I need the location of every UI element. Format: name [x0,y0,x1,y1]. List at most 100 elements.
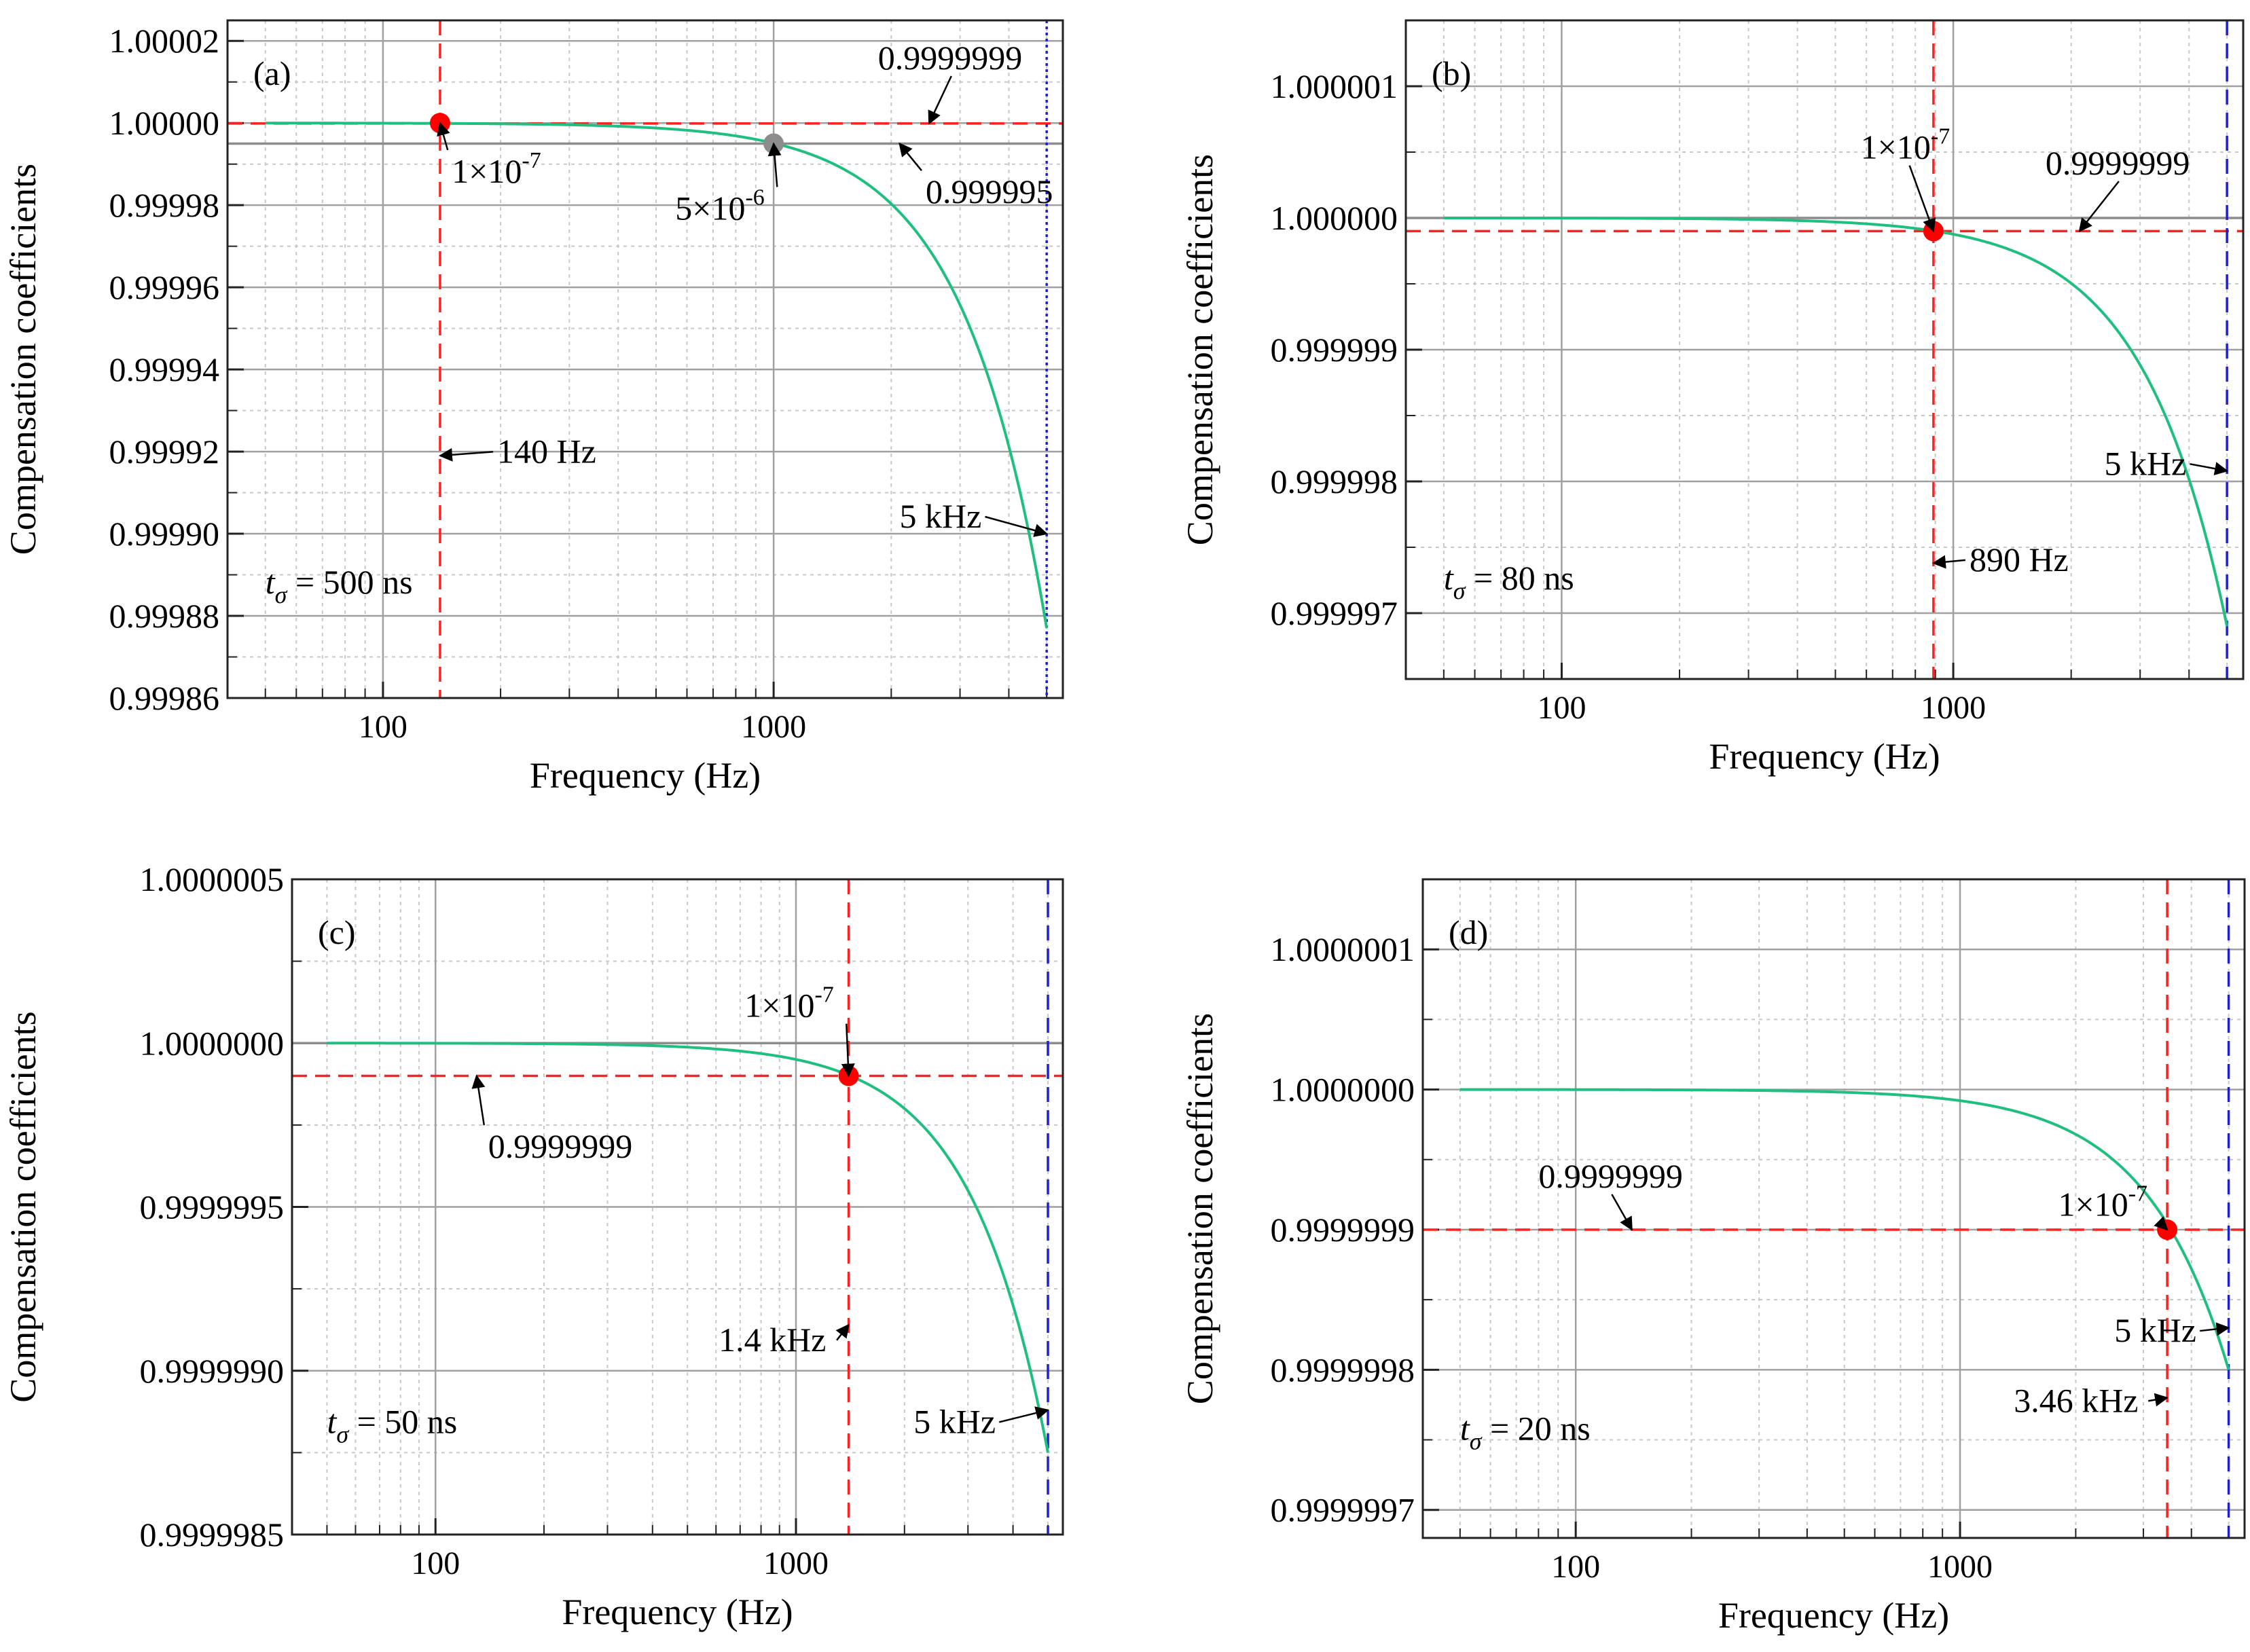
annotation-arrow [2078,181,2120,232]
y-tick-label: 1.0000000 [140,1024,285,1062]
panel-label: (b) [1432,54,1471,92]
annotation-label: 5 kHz [913,1402,996,1440]
y-tick-label: 0.99994 [109,350,220,388]
annotation-label: 1×10-7 [1861,124,1950,166]
y-tick-label: 0.9999999 [1271,1211,1415,1249]
annotation-arrow [2147,1393,2169,1407]
annotation-text: 1×10 [452,152,522,190]
annotation-symbol: t [1460,1410,1470,1448]
annotation-arrow [2154,1216,2169,1231]
annotation-label: 1×10-7 [744,983,834,1025]
annotation-arrow [471,1074,486,1126]
y-tick-label: 0.999997 [1271,594,1398,632]
annotation-label: tσ = 80 ns [1444,559,1574,604]
y-tick-label: 0.999999 [1271,331,1398,369]
annotation-label: 1×10-7 [2058,1181,2148,1223]
panel-label: (d) [1449,913,1488,951]
annotation-arrow [928,75,952,125]
axes-frame [1404,19,2245,680]
annotation-label: 0.9999999 [488,1127,633,1165]
annotation-superscript: -7 [814,983,833,1008]
annotation-arrow [438,447,494,462]
annotation-subscript: σ [1470,1428,1483,1455]
axes-frame [291,878,1064,1536]
annotation-superscript: -7 [2128,1181,2147,1206]
x-tick-label: 100 [1537,690,1586,726]
annotation-superscript: -7 [1931,124,1950,149]
annotation-superscript: -7 [522,148,541,173]
x-axis-title: Frequency (Hz) [530,755,761,796]
x-tick-label: 1000 [741,709,806,745]
y-tick-label: 1.0000005 [140,860,285,898]
y-tick-label: 1.00000 [109,104,220,142]
y-axis-title: Compensation coefficients [3,1011,43,1402]
annotation-arrow [437,122,450,151]
y-tick-label: 0.99992 [109,433,220,471]
panel-label: (c) [318,913,356,951]
y-tick-label: 1.0000001 [1271,930,1415,968]
annotation-subscript: σ [336,1420,349,1448]
series-line [1459,1088,2230,1370]
y-tick-label: 0.9999998 [1271,1351,1415,1389]
annotation-text: = 50 ns [348,1402,457,1440]
annotation-label: 0.9999999 [2046,144,2190,182]
annotation-arrow [767,142,782,187]
x-axis-title: Frequency (Hz) [562,1592,793,1632]
annotation-text: 1×10 [744,987,814,1025]
plot-data [228,20,1063,698]
y-tick-label: 0.999998 [1271,462,1398,500]
annotation-subscript: σ [1453,577,1466,604]
annotation-symbol: t [1444,559,1454,597]
axes-frame [1421,878,2246,1539]
plot-data [1406,20,2243,679]
y-axis-title: Compensation coefficients [3,164,43,555]
x-axis-title: Frequency (Hz) [1718,1595,1949,1636]
annotation-text: 1×10 [1861,128,1931,166]
y-axis-title: Compensation coefficients [1180,154,1220,545]
annotation-text: 1×10 [2058,1185,2128,1223]
annotation-label: tσ = 20 ns [1460,1410,1591,1455]
axes-frame [226,19,1064,699]
annotation-label: 140 Hz [497,432,596,470]
annotation-text: = 500 ns [287,563,412,601]
annotation-label: 5 kHz [2104,444,2186,482]
annotation-arrow [841,1023,855,1078]
series-line [265,122,1049,629]
panel-label: (a) [253,54,291,92]
annotation-label: 5 kHz [899,497,981,535]
annotation-label: 5 kHz [2114,1311,2196,1349]
y-tick-label: 0.99990 [109,515,220,553]
annotation-label: 5×10-6 [675,185,765,227]
annotation-label: 1×10-7 [452,148,541,190]
annotation-superscript: -6 [745,185,764,210]
annotation-label: 0.9999999 [1538,1157,1683,1195]
panel-a: 100 1000 0.99986 0.99988 0.99990 0.99992 0.999… [3,19,1064,796]
annotation-symbol: t [327,1402,337,1440]
y-tick-label: 0.9999997 [1271,1491,1415,1529]
y-tick-label: 0.9999990 [140,1352,285,1390]
x-tick-label: 1000 [1927,1549,1993,1585]
annotation-arrow [899,142,922,171]
annotation-label: 1.4 kHz [719,1321,826,1359]
y-tick-label: 0.99988 [109,597,220,635]
y-tick-label: 1.0000000 [1271,1071,1415,1109]
y-tick-label: 1.000000 [1271,199,1398,237]
annotation-arrow [2200,1322,2230,1336]
annotation-label: tσ = 500 ns [266,563,413,608]
annotation-label: 0.9999999 [878,39,1023,77]
annotation-arrow [835,1323,850,1341]
series-line [327,1042,1049,1453]
annotation-subscript: σ [275,581,288,608]
panel-c: 100 1000 0.9999985 0.9999990 0.9999995 1.0000… [3,860,1064,1632]
annotation-text: = 80 ns [1466,559,1574,597]
annotation-label: 890 Hz [1970,540,2069,579]
annotation-arrow [985,515,1049,537]
annotation-symbol: t [266,563,276,601]
annotation-text: 5×10 [675,189,745,227]
y-tick-label: 1.000001 [1271,67,1398,105]
y-tick-label: 0.99998 [109,186,220,224]
panel-d: 100 1000 0.9999997 0.9999998 0.9999999 1.0000… [1180,878,2246,1636]
x-tick-label: 1000 [1921,690,1986,726]
annotation-arrow [1611,1194,1633,1231]
